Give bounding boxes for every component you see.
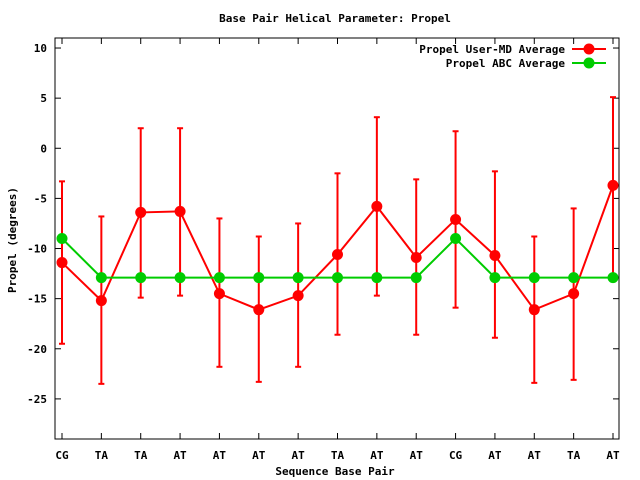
x-axis: CG TA TA AT AT AT AT TA AT AT CG AT AT TA AT xyxy=(55,38,620,462)
legend-label: Propel User-MD Average xyxy=(419,43,565,56)
y-tick-label: -10 xyxy=(27,243,47,256)
data-point xyxy=(568,272,580,284)
data-point xyxy=(371,272,383,284)
data-point xyxy=(371,200,383,212)
x-tick-label: CG xyxy=(55,449,69,462)
y-axis-label: Propel (degrees) xyxy=(6,187,19,293)
x-tick-label: TA xyxy=(567,449,581,462)
x-tick-label: CG xyxy=(449,449,463,462)
y-tick-label: -5 xyxy=(34,192,47,205)
x-tick-label: AT xyxy=(252,449,266,462)
legend-label: Propel ABC Average xyxy=(446,57,566,70)
data-point xyxy=(174,272,186,284)
x-tick-label: AT xyxy=(606,449,620,462)
x-tick-label: AT xyxy=(528,449,542,462)
y-tick-label: 0 xyxy=(40,142,47,155)
data-point xyxy=(95,272,107,284)
data-point xyxy=(292,290,304,302)
data-point xyxy=(213,288,225,300)
data-point xyxy=(95,295,107,307)
data-point xyxy=(174,205,186,217)
series-layer xyxy=(56,96,619,385)
data-point xyxy=(450,213,462,225)
data-point xyxy=(135,206,147,218)
x-tick-label: TA xyxy=(331,449,345,462)
y-tick-label: -20 xyxy=(27,343,47,356)
x-tick-label: AT xyxy=(292,449,306,462)
x-tick-label: AT xyxy=(213,449,227,462)
y-axis: 10 5 0 -5 -10 -15 -20 -25 xyxy=(27,42,619,406)
data-point xyxy=(56,257,68,269)
data-point xyxy=(489,250,501,262)
data-point xyxy=(410,272,422,284)
data-point xyxy=(528,272,540,284)
data-point xyxy=(528,304,540,316)
data-point xyxy=(253,272,265,284)
data-point xyxy=(607,179,619,191)
y-tick-label: -25 xyxy=(27,393,47,406)
legend-marker xyxy=(583,57,595,69)
legend-marker xyxy=(583,43,595,55)
x-tick-label: TA xyxy=(95,449,109,462)
data-point xyxy=(253,304,265,316)
series xyxy=(59,96,616,385)
x-tick-label: TA xyxy=(134,449,148,462)
data-point xyxy=(56,233,68,244)
y-tick-label: 10 xyxy=(34,42,47,55)
data-point xyxy=(410,252,422,264)
x-tick-label: AT xyxy=(370,449,384,462)
y-tick-label: -15 xyxy=(27,293,47,306)
data-point xyxy=(607,272,619,284)
data-point xyxy=(568,288,580,300)
data-point xyxy=(489,272,501,284)
x-tick-label: AT xyxy=(488,449,502,462)
data-point xyxy=(450,233,462,244)
x-axis-label: Sequence Base Pair xyxy=(275,465,395,478)
data-point xyxy=(135,272,147,284)
data-point xyxy=(213,272,225,284)
y-tick-label: 5 xyxy=(40,92,47,105)
data-point xyxy=(331,272,343,284)
data-point xyxy=(331,249,343,261)
x-tick-label: AT xyxy=(410,449,424,462)
data-point xyxy=(292,272,304,284)
chart-title: Base Pair Helical Parameter: Propel xyxy=(219,12,451,25)
x-tick-label: AT xyxy=(173,449,187,462)
